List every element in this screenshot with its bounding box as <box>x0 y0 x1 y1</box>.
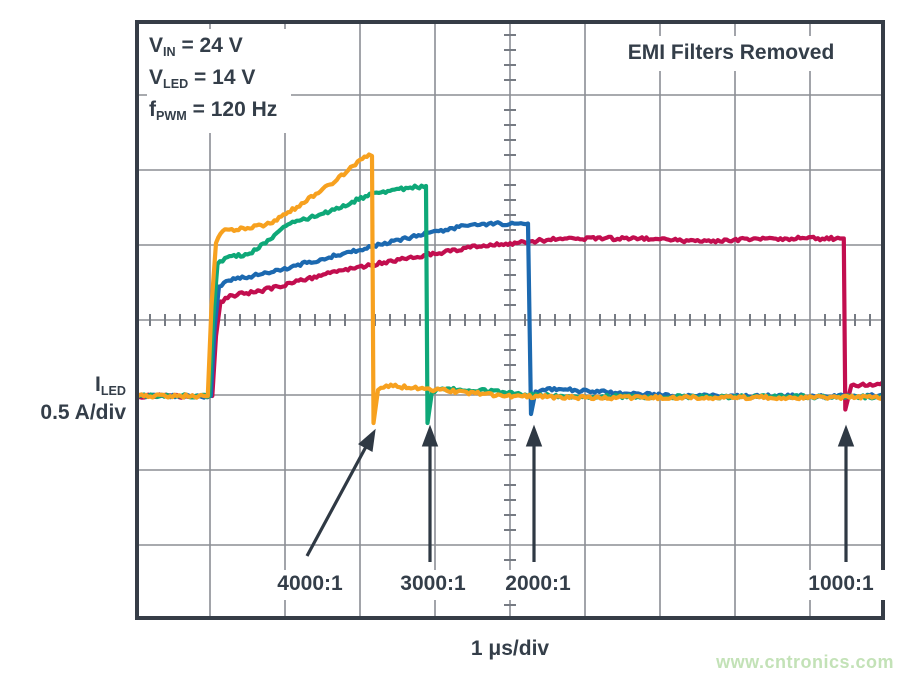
annotation-label-3000-1: 3000:1 <box>387 570 479 600</box>
annotation-arrow-2000-1 <box>525 424 543 562</box>
waveform-canvas <box>135 20 885 620</box>
test-conditions: VIN = 24 V VLED = 14 V fPWM = 120 Hz <box>147 29 292 133</box>
annotation-label-1000-1: 1000:1 <box>795 570 887 600</box>
scope-graticule-area: VIN = 24 V VLED = 14 V fPWM = 120 Hz EMI… <box>135 20 887 620</box>
x-axis-label: 1 μs/div <box>470 637 550 660</box>
annotation-arrow-1000-1 <box>837 424 855 562</box>
corner-title: EMI Filters Removed <box>597 36 865 71</box>
trace-4000-1 <box>135 152 885 426</box>
watermark: www.cntronics.com <box>716 652 894 672</box>
annotation-arrow-3000-1 <box>421 424 439 562</box>
trace-1000-1 <box>135 234 885 412</box>
center-axis-ticks <box>149 34 871 606</box>
y-axis-label: ILED 0.5 A/div <box>40 373 126 424</box>
annotation-arrow-4000-1 <box>305 428 376 557</box>
condition-line-fpwm: fPWM = 120 Hz <box>149 98 278 124</box>
condition-line-vin: VIN = 24 V <box>149 34 243 60</box>
condition-line-vled: VLED = 14 V <box>149 66 256 92</box>
annotation-label-2000-1: 2000:1 <box>492 570 584 600</box>
graticule-border <box>135 20 885 620</box>
annotation-label-4000-1: 4000:1 <box>264 570 356 600</box>
